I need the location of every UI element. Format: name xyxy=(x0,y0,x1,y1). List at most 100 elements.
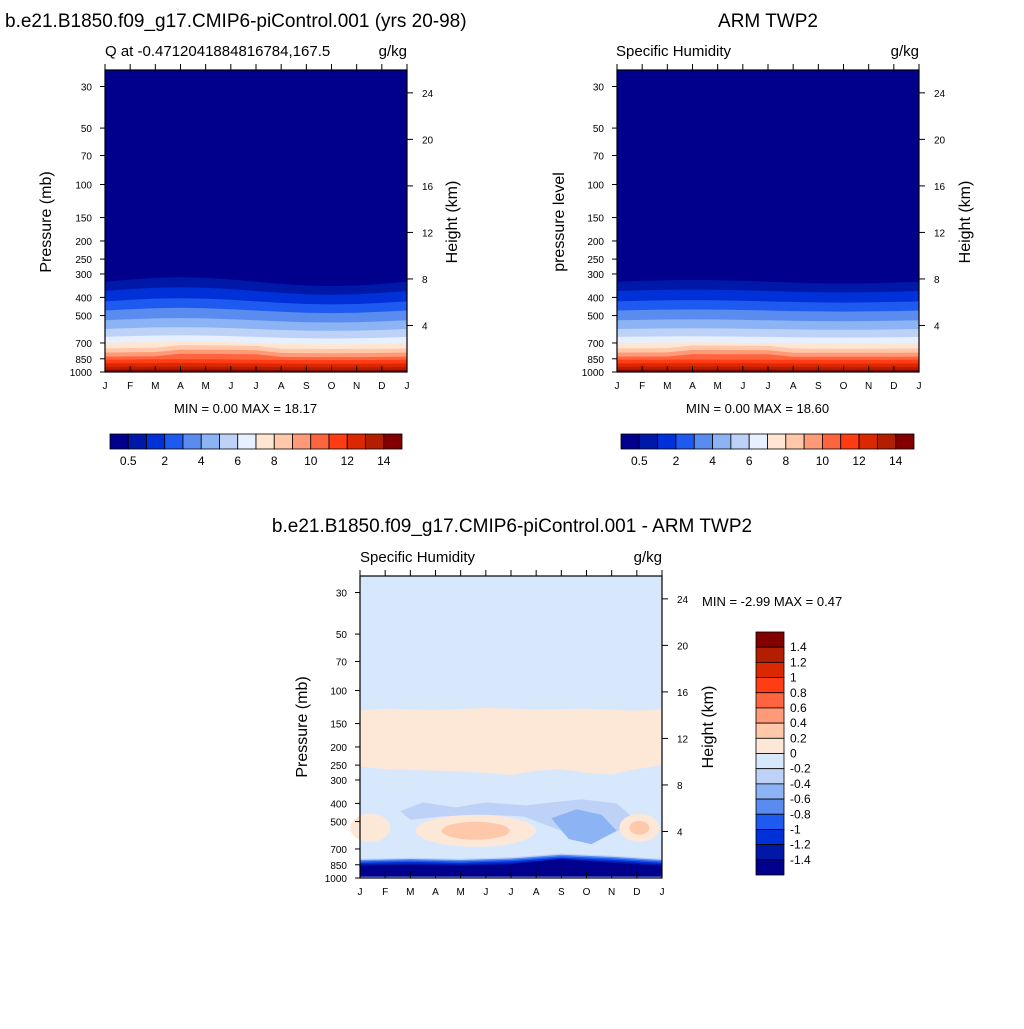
colorbar-swatch xyxy=(895,433,915,450)
colorbar-swatch xyxy=(876,433,897,450)
colorbar-label: 10 xyxy=(304,454,318,468)
x-tick-label: J xyxy=(660,887,665,898)
colorbar-label: -0.8 xyxy=(790,807,811,821)
y2-tick-label: 20 xyxy=(677,641,689,652)
x-tick-label: S xyxy=(815,381,822,392)
colorbar-label: -0.4 xyxy=(790,777,811,791)
colorbar-label: 0.6 xyxy=(790,701,807,715)
colorbar-swatch xyxy=(748,433,768,450)
obs-minmax: MIN = 0.00 MAX = 18.60 xyxy=(686,401,829,416)
colorbar-swatch xyxy=(755,859,785,876)
x-tick-label: O xyxy=(328,381,336,392)
colorbar-label: 2 xyxy=(673,454,680,468)
colorbar-swatch xyxy=(638,433,659,450)
y-tick-label: 500 xyxy=(330,818,347,829)
colorbar-swatch xyxy=(712,433,732,450)
colorbar-swatch xyxy=(840,433,860,450)
x-tick-label: F xyxy=(639,381,645,392)
colorbar-label: 12 xyxy=(341,454,355,468)
model-y2-axis-label: Height (km) xyxy=(444,181,461,264)
model-variable-label: Q at -0.4712041884816784,167.5 xyxy=(105,43,330,60)
y2-tick-label: 12 xyxy=(422,228,434,239)
x-tick-label: J xyxy=(228,381,233,392)
diff-minmax: MIN = -2.99 MAX = 0.47 xyxy=(702,594,842,609)
y2-tick-label: 16 xyxy=(934,182,946,193)
colorbar-label: 1.2 xyxy=(790,655,807,669)
x-tick-label: D xyxy=(890,381,897,392)
y-tick-label: 30 xyxy=(593,82,605,93)
colorbar-swatch xyxy=(620,433,640,450)
colorbar-swatch xyxy=(310,433,330,450)
diff-units-label: g/kg xyxy=(634,549,662,566)
y-tick-label: 1000 xyxy=(582,368,605,379)
colorbar-label: -0.6 xyxy=(790,792,811,806)
colorbar-label: 10 xyxy=(816,454,830,468)
colorbar-swatch xyxy=(755,722,785,739)
y-tick-label: 50 xyxy=(593,124,605,135)
colorbar-label: 2 xyxy=(161,454,168,468)
colorbar-label: 0.4 xyxy=(790,716,807,730)
y2-tick-label: 24 xyxy=(422,89,434,100)
colorbar-label: 8 xyxy=(782,454,789,468)
obs-y2-axis-label: Height (km) xyxy=(957,181,974,264)
y2-tick-label: 20 xyxy=(934,135,946,146)
y-tick-label: 400 xyxy=(330,799,347,810)
y-tick-label: 100 xyxy=(75,181,92,192)
colorbar-label: 0.2 xyxy=(790,731,807,745)
colorbar-swatch xyxy=(755,768,785,785)
colorbar-swatch xyxy=(365,433,385,450)
y-tick-label: 100 xyxy=(587,181,604,192)
colorbar-label: 4 xyxy=(198,454,205,468)
x-tick-label: A xyxy=(790,381,797,392)
contour-band xyxy=(350,813,391,842)
colorbar-label: 8 xyxy=(271,454,278,468)
x-tick-label: F xyxy=(382,887,388,898)
y-tick-label: 250 xyxy=(330,761,347,772)
colorbar-label: 14 xyxy=(377,454,391,468)
colorbar-swatch xyxy=(292,433,312,450)
colorbar-label: -1.4 xyxy=(790,853,811,867)
model-panel: b.e21.B1850.f09_g17.CMIP6-piControl.001 … xyxy=(5,11,467,468)
x-tick-label: M xyxy=(713,381,721,392)
y2-tick-label: 12 xyxy=(677,734,689,745)
colorbar-label: 4 xyxy=(709,454,716,468)
colorbar-swatch xyxy=(803,433,823,450)
y2-tick-label: 24 xyxy=(677,595,689,606)
y-tick-label: 30 xyxy=(336,588,348,599)
colorbar-swatch xyxy=(328,433,348,450)
model-plot-area: J F M A M J J A S O N D J 30 50 70 100 150 200 250 300 400 500… xyxy=(70,64,434,392)
colorbar-swatch xyxy=(346,433,366,450)
y-tick-label: 250 xyxy=(587,255,604,266)
contour-band xyxy=(629,820,650,835)
y-tick-label: 50 xyxy=(81,124,93,135)
y-tick-label: 70 xyxy=(81,151,93,162)
y-tick-label: 1000 xyxy=(70,368,93,379)
obs-panel: ARM TWP2 Specific Humidity g/kg J F M A M J J A… xyxy=(551,11,974,468)
x-tick-label: F xyxy=(127,381,133,392)
colorbar-swatch xyxy=(755,707,785,724)
obs-plot-area: J F M A M J J A S O N D J 30 50 70 100 150 200 250 300 400 500… xyxy=(582,64,946,392)
x-tick-label: D xyxy=(633,887,640,898)
model-units-label: g/kg xyxy=(379,43,407,60)
x-tick-label: J xyxy=(509,887,514,898)
y-tick-label: 850 xyxy=(587,355,604,366)
y-tick-label: 150 xyxy=(330,720,347,731)
y-tick-label: 70 xyxy=(593,151,605,162)
y-tick-label: 250 xyxy=(75,255,92,266)
colorbar-label: -0.2 xyxy=(790,762,811,776)
y2-tick-label: 8 xyxy=(677,781,683,792)
y-tick-label: 150 xyxy=(587,214,604,225)
y-tick-label: 30 xyxy=(81,82,93,93)
y-tick-label: 300 xyxy=(587,270,604,281)
y2-tick-label: 8 xyxy=(422,275,428,286)
y2-tick-label: 4 xyxy=(677,827,683,838)
diff-plot-area: J F M A M J J A S O N D J 30 50 70 100 150 200 250 300 400 500… xyxy=(325,570,689,898)
colorbar-label: 6 xyxy=(234,454,241,468)
colorbar-swatch xyxy=(767,433,787,450)
x-tick-label: O xyxy=(583,887,591,898)
colorbar-label: 14 xyxy=(889,454,903,468)
x-tick-label: M xyxy=(406,887,414,898)
x-tick-label: J xyxy=(615,381,620,392)
y-tick-label: 500 xyxy=(75,312,92,323)
y2-tick-label: 16 xyxy=(422,182,434,193)
